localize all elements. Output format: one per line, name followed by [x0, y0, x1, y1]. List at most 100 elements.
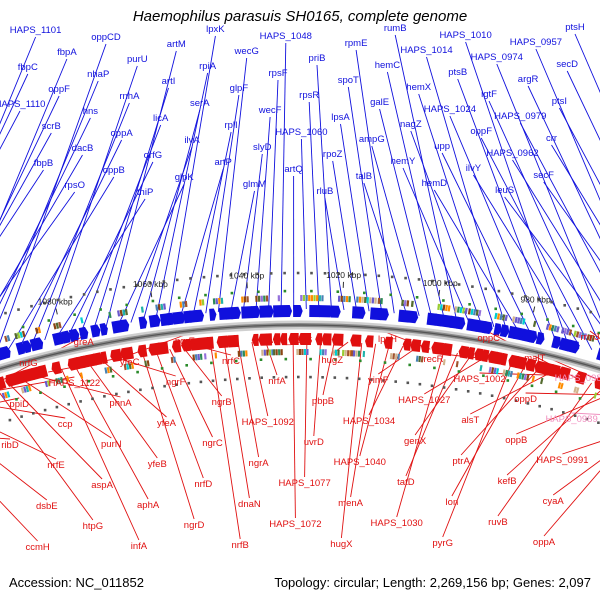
cog-block [420, 356, 424, 363]
gene-label: nrfB [231, 540, 248, 551]
ring-dot [408, 363, 411, 367]
gene-label: oppB [103, 165, 125, 176]
gene-arrow [575, 371, 587, 385]
gene-label: oppA [533, 537, 556, 548]
ring-dot [364, 273, 367, 277]
cog-block [322, 349, 325, 356]
ring-dot [484, 287, 487, 291]
gene-arrow [525, 358, 537, 372]
gene-label: glmM [243, 179, 266, 190]
gene-label: ptsH [565, 22, 585, 33]
gene-arrow [514, 355, 528, 370]
ring-dot [585, 417, 589, 421]
ring-dot [309, 375, 312, 379]
ring-dot [454, 388, 458, 391]
cog-block [447, 305, 451, 312]
leader-line [255, 116, 271, 310]
gene-label: oppF [48, 84, 70, 95]
cog-block [55, 322, 60, 329]
ring-dot [394, 380, 397, 383]
leader-line [7, 176, 115, 350]
ring-dot [563, 304, 566, 307]
leader-line [414, 355, 472, 436]
gene-label: HAPS_0957 [510, 37, 562, 48]
cog-block [319, 349, 322, 356]
gene-label: tatD [397, 477, 415, 488]
gene-label: rrmJ [581, 332, 600, 343]
cog-block [240, 350, 243, 357]
ring-dot [520, 312, 523, 316]
gene-arrow [350, 334, 362, 347]
gene-label: upp [434, 141, 450, 152]
ring-dot [415, 296, 419, 299]
gene-label: ngrD [184, 520, 205, 531]
cog-block [591, 335, 596, 342]
ring-dot [524, 295, 527, 298]
ring-dot [223, 378, 227, 382]
cog-block [60, 377, 64, 384]
gene-label: orfG [144, 150, 162, 161]
cog-block [415, 355, 419, 362]
leader-line [552, 460, 600, 496]
cog-block [496, 313, 501, 320]
cog-block [237, 350, 241, 357]
cog-block [491, 367, 495, 374]
leader-line [512, 159, 600, 302]
leader-line [449, 115, 544, 338]
leader-line [441, 152, 532, 335]
ring-dot [382, 379, 385, 382]
gene-label: oppA [111, 128, 134, 139]
ring-dot [377, 274, 381, 278]
gene-arrow [195, 309, 205, 323]
ring-dot [497, 289, 501, 293]
leader-line [355, 49, 395, 314]
leader-line [418, 93, 495, 327]
cog-block [342, 349, 345, 356]
leader-line [324, 197, 345, 310]
cog-block [356, 296, 359, 303]
leader-line [402, 167, 470, 323]
cog-block [337, 349, 340, 356]
ring-dot [417, 278, 421, 281]
cog-block [517, 317, 521, 324]
gene-label: nrfC [222, 356, 240, 367]
gene-label: ruvB [488, 517, 508, 528]
leader-line [34, 375, 121, 398]
gene-arrow [321, 333, 332, 346]
cog-block [406, 300, 410, 307]
gene-label: ampG [359, 134, 385, 145]
leader-line [0, 406, 66, 419]
cog-block [271, 349, 274, 356]
cog-block [4, 392, 8, 399]
gene-arrow [493, 323, 502, 336]
gene-label: HAPS_0988 [555, 373, 600, 384]
gene-label: ptsB [448, 67, 467, 78]
ring-dot [284, 357, 288, 361]
leader-line [433, 189, 519, 332]
gene-arrow [281, 305, 293, 318]
ring-dot [103, 395, 106, 398]
cog-block [126, 363, 130, 370]
gene-label: lpxH [378, 334, 397, 345]
gene-arrow [120, 319, 130, 332]
ring-dot [430, 384, 434, 388]
cog-block [560, 327, 565, 334]
ring-dot [82, 293, 86, 296]
cog-block [194, 354, 198, 361]
gene-label: dnaN [238, 499, 261, 510]
gene-label: ccmH [25, 542, 49, 553]
ring-dot [109, 288, 112, 291]
genes-label: Genes: [512, 575, 555, 590]
ring-dot [297, 375, 300, 379]
ring-dot [21, 325, 25, 329]
gene-arrow [315, 333, 323, 346]
leader-line [280, 42, 287, 310]
cog-block [493, 367, 497, 374]
leader-line [304, 340, 308, 478]
ring-dot [337, 272, 340, 275]
leader-line [142, 109, 201, 321]
leader-line [313, 341, 322, 437]
leader-line [457, 78, 556, 341]
gene-label: genX [404, 436, 427, 447]
